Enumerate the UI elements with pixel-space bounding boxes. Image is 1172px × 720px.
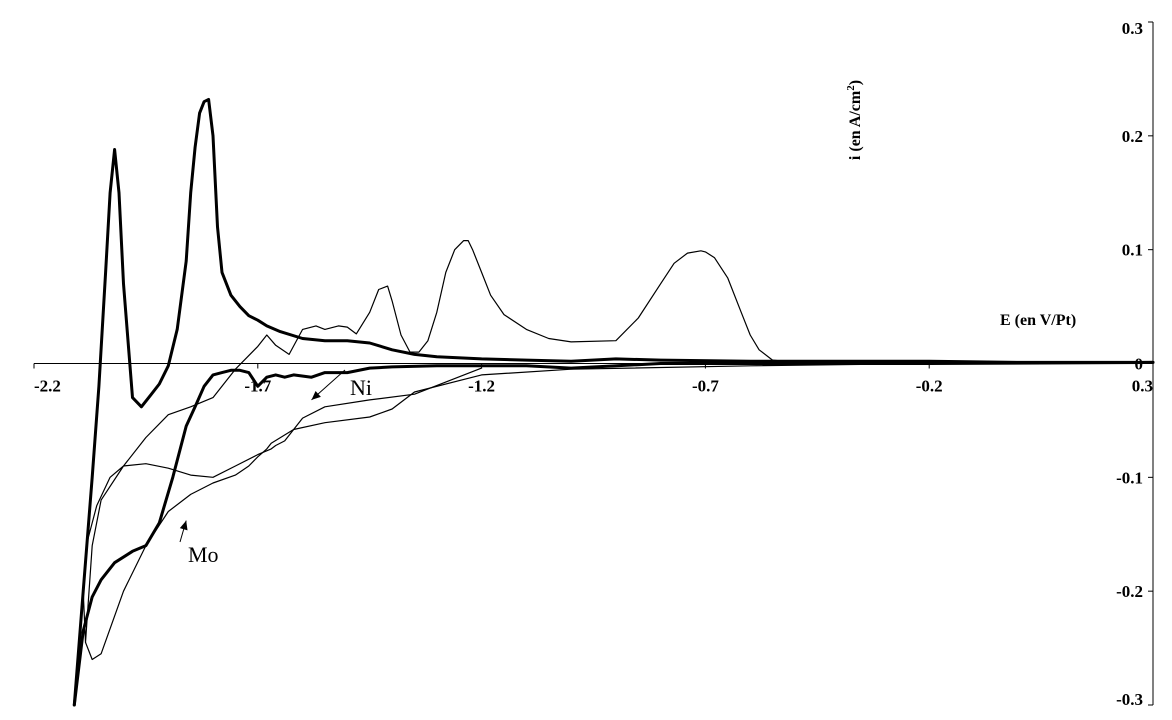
x-ticks: -2.2 -1.7 -1.2 -0.7 -0.2 0.3 (33, 363, 1154, 396)
annotation-arrowhead (179, 520, 188, 531)
x-tick-label: -2.2 (34, 377, 61, 396)
y-axis-title-sup: 2 (845, 85, 857, 91)
y-tick-label: -0.2 (1116, 582, 1143, 601)
series-line-ni (82, 240, 1154, 643)
series-line-mo (72, 97, 1155, 707)
y-ticks: 0.3 0.2 0.1 0 -0.1 -0.2 -0.3 (1116, 19, 1153, 709)
x-axis-title: E (en V/Pt) (1000, 312, 1076, 329)
series-line-mo-return (72, 360, 1155, 707)
x-tick-label: -0.2 (916, 377, 943, 396)
annotation-layer: Ni Mo (179, 369, 372, 567)
y-tick-label: -0.1 (1116, 468, 1143, 487)
y-tick-label: 0 (1135, 355, 1144, 374)
x-tick-label: 0.3 (1132, 377, 1153, 396)
y-tick-label: -0.3 (1116, 690, 1143, 709)
annotation-label-ni: Ni (350, 375, 372, 400)
series-layer (72, 97, 1155, 707)
annotation-arrowhead (311, 390, 321, 400)
axes: -2.2 -1.7 -1.2 -0.7 -0.2 0.3 0.30.20.10-0.1-0… (33, 19, 1154, 709)
y-axis-title-close: ) (847, 80, 864, 85)
y-tick-label: 0.2 (1122, 127, 1143, 146)
x-tick-label: -0.7 (692, 377, 719, 396)
x-tick-label: -1.2 (468, 377, 495, 396)
y-tick-label: 0.1 (1122, 241, 1143, 260)
y-axis-title: i (en A/cm2) (845, 80, 864, 160)
annotation-label-mo: Mo (188, 542, 219, 567)
y-axis-title-main: i (en A/cm (847, 90, 864, 160)
series-line-ni-return (84, 361, 1154, 661)
y-tick-label: 0.3 (1122, 19, 1143, 38)
